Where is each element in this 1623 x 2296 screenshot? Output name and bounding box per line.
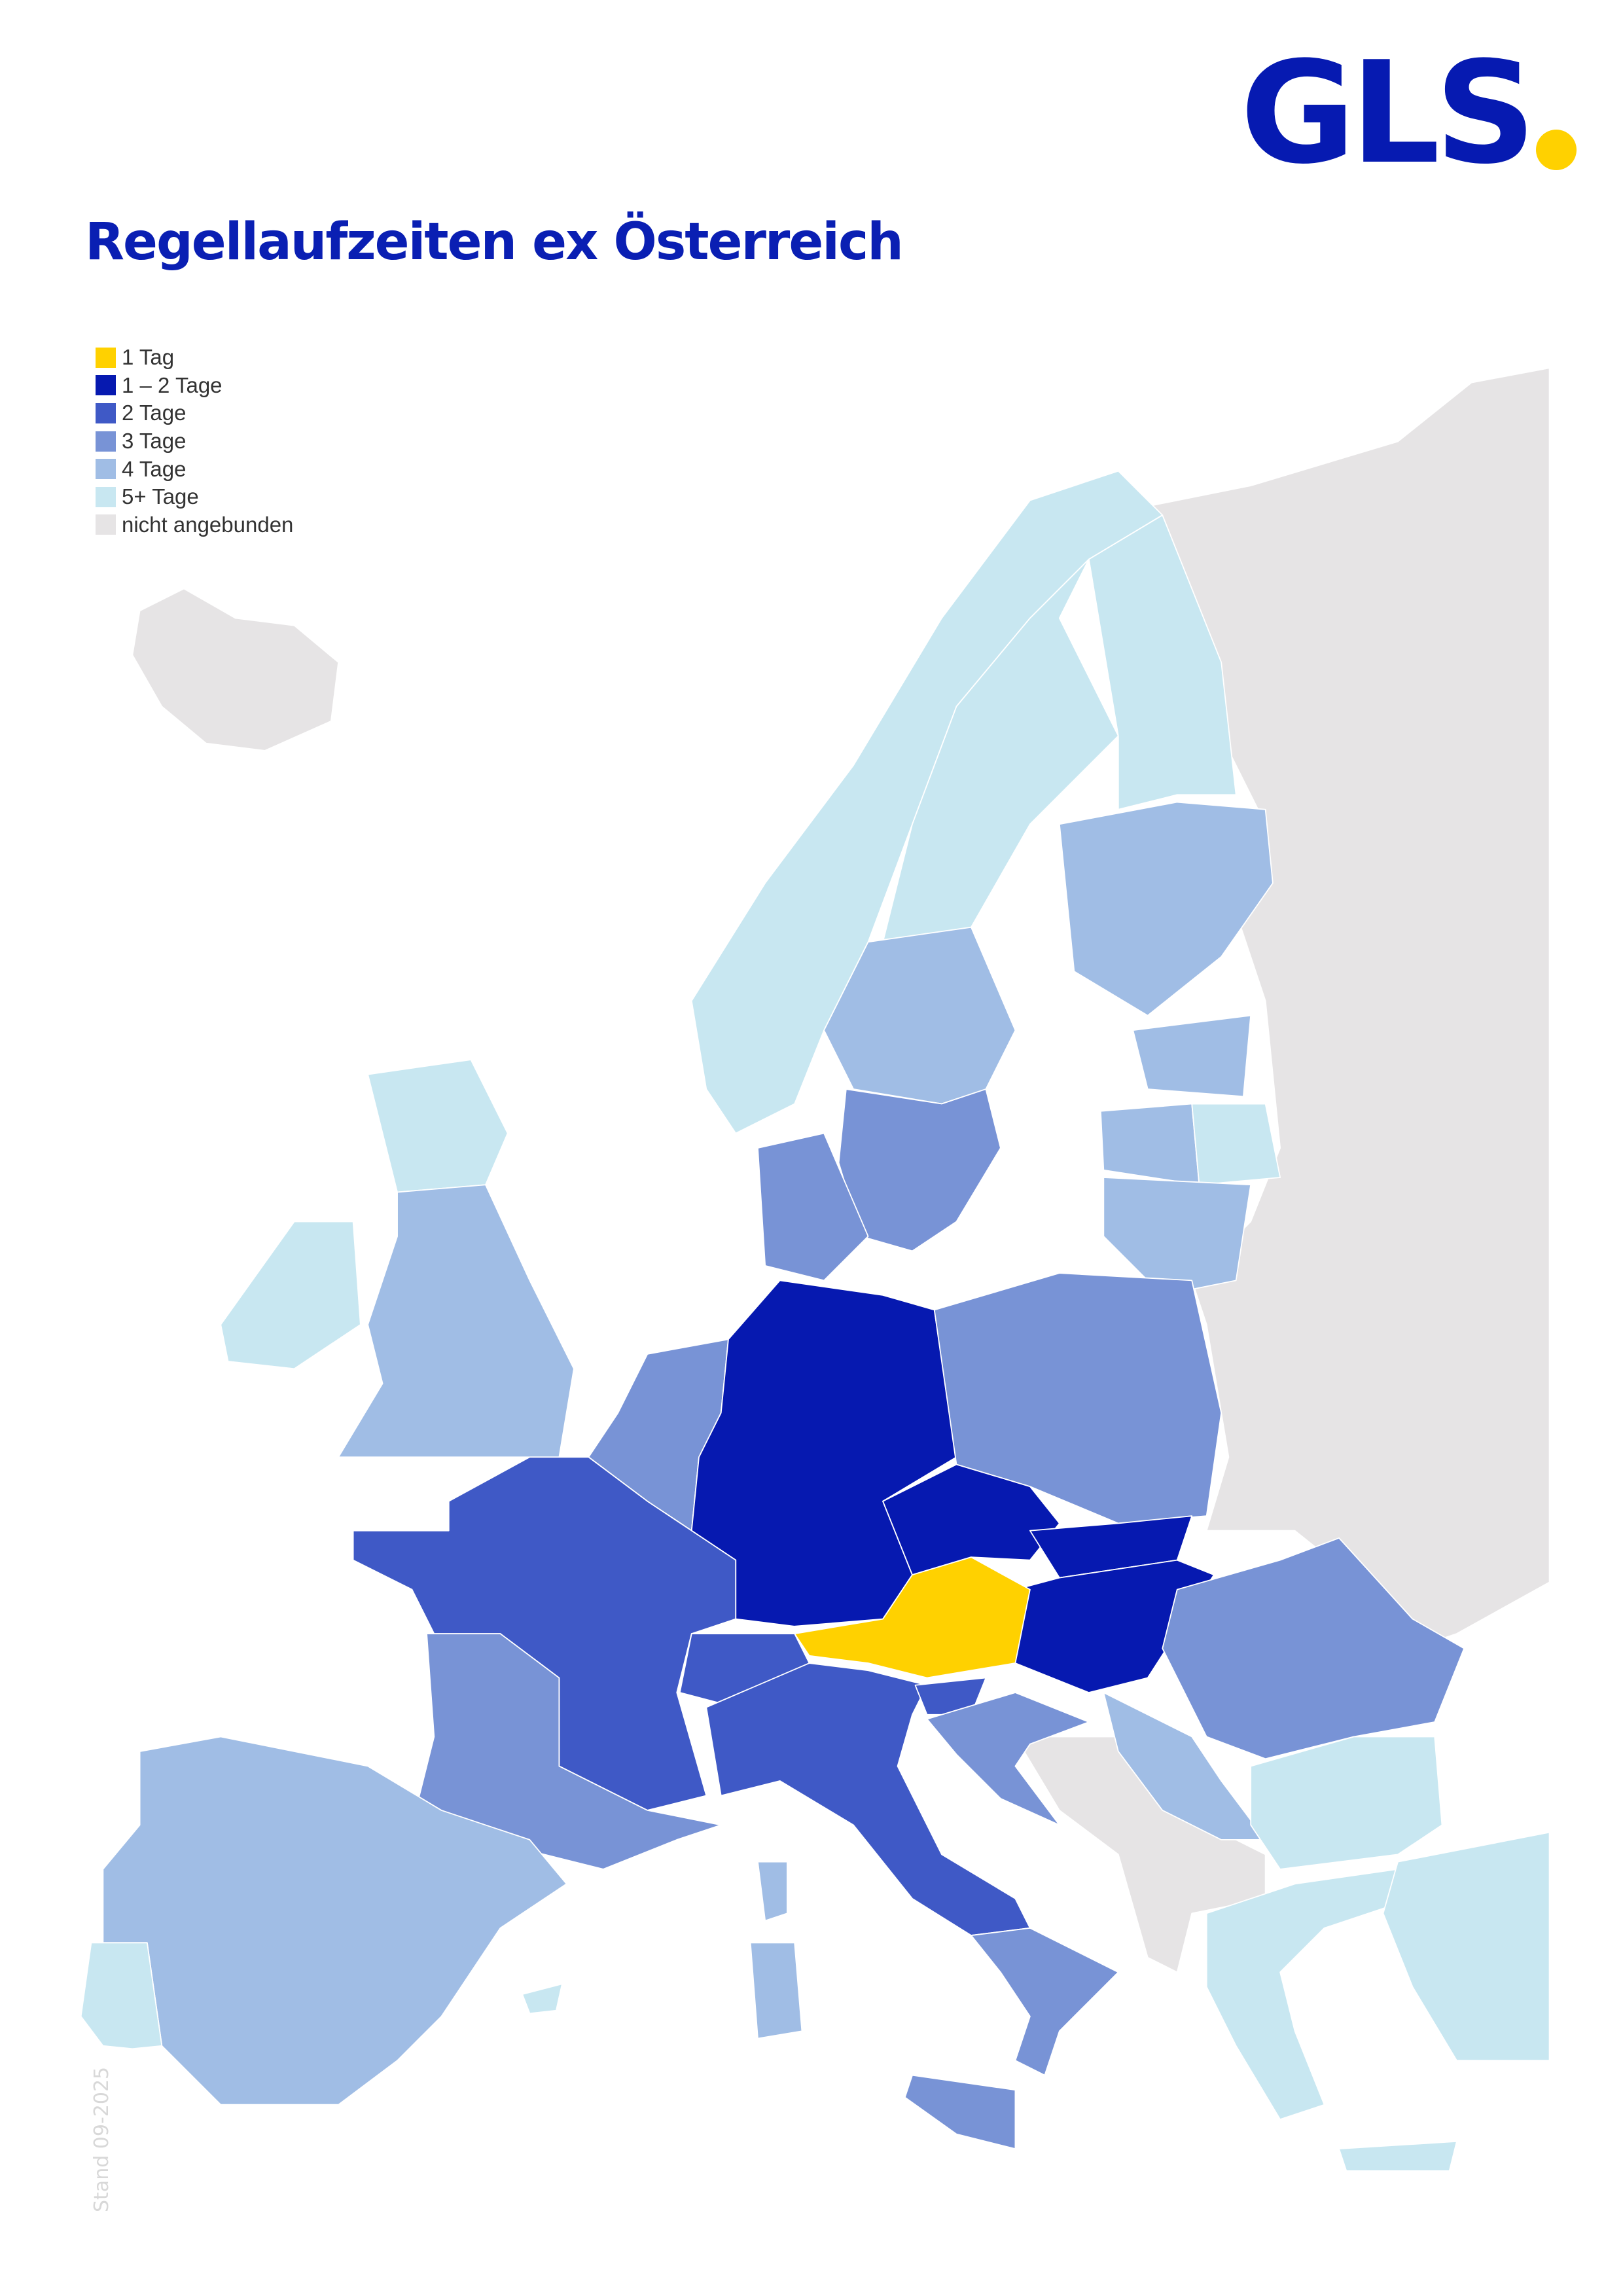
region-estonia (1132, 1014, 1252, 1098)
region-latvia-west (1099, 1103, 1200, 1186)
legend-item: 1 – 2 Tage (96, 372, 293, 400)
region-russia-belarus-ukraine (1139, 367, 1550, 1649)
region-sardinia (749, 1942, 803, 2039)
legend-swatch (96, 375, 116, 396)
region-turkey (1382, 1831, 1550, 2062)
region-portugal (80, 1942, 163, 2050)
legend-swatch (96, 347, 116, 368)
legend-item: 1 Tag (96, 344, 293, 372)
region-romania (1162, 1537, 1465, 1760)
region-france (352, 1456, 737, 1811)
region-serbia (1103, 1692, 1266, 1840)
legend-label: 4 Tage (122, 456, 187, 481)
region-corsica (757, 1861, 788, 1922)
legend-swatch (96, 514, 116, 535)
region-finland-south (1058, 801, 1274, 1016)
region-latvia-east (1191, 1103, 1281, 1186)
region-croatia (926, 1692, 1090, 1826)
logo-dot (1536, 130, 1577, 170)
region-slovakia (1029, 1515, 1193, 1579)
region-iceland (132, 588, 340, 751)
legend-label: 2 Tage (122, 401, 187, 425)
region-greece (1205, 1868, 1414, 2121)
region-sweden-north (882, 558, 1119, 943)
legend-swatch (96, 459, 116, 480)
region-lithuania (1103, 1177, 1252, 1296)
legend-label: 5+ Tage (122, 484, 199, 509)
region-italy-south (971, 1927, 1119, 2076)
stand-date: Stand 09-2025 (90, 2066, 113, 2212)
legend-item: 5+ Tage (96, 483, 293, 511)
region-bulgaria (1250, 1736, 1443, 1870)
legend-label: 1 Tag (122, 345, 175, 370)
region-sicily (904, 2074, 1016, 2150)
map-legend: 1 Tag 1 – 2 Tage 2 Tage 3 Tage 4 Tage 5+ Tage… (96, 344, 293, 539)
region-ireland (220, 1221, 361, 1370)
legend-swatch (96, 486, 116, 507)
legend-swatch (96, 403, 116, 423)
legend-item: 3 Tage (96, 427, 293, 456)
region-balearic (522, 1983, 563, 2015)
region-italy-north-central (705, 1662, 1031, 1936)
region-england-wales (338, 1184, 575, 1458)
region-austria (794, 1556, 1031, 1679)
region-spain (102, 1736, 567, 2106)
legend-swatch (96, 431, 116, 452)
legend-label: 1 – 2 Tage (122, 372, 223, 397)
legend-item: 4 Tage (96, 455, 293, 483)
legend-label: nicht angebunden (122, 512, 294, 537)
region-crete (1338, 2140, 1457, 2172)
logo-text: GLS (1240, 31, 1536, 195)
page-title: Regellaufzeiten ex Österreich (85, 213, 904, 272)
legend-label: 3 Tage (122, 429, 187, 454)
gls-logo: GLS (1240, 39, 1577, 183)
legend-item: 2 Tage (96, 399, 293, 427)
region-finland-north (1088, 514, 1237, 810)
region-denmark (757, 1132, 869, 1282)
region-scotland (367, 1059, 508, 1193)
legend-item: nicht angebunden (96, 511, 293, 539)
